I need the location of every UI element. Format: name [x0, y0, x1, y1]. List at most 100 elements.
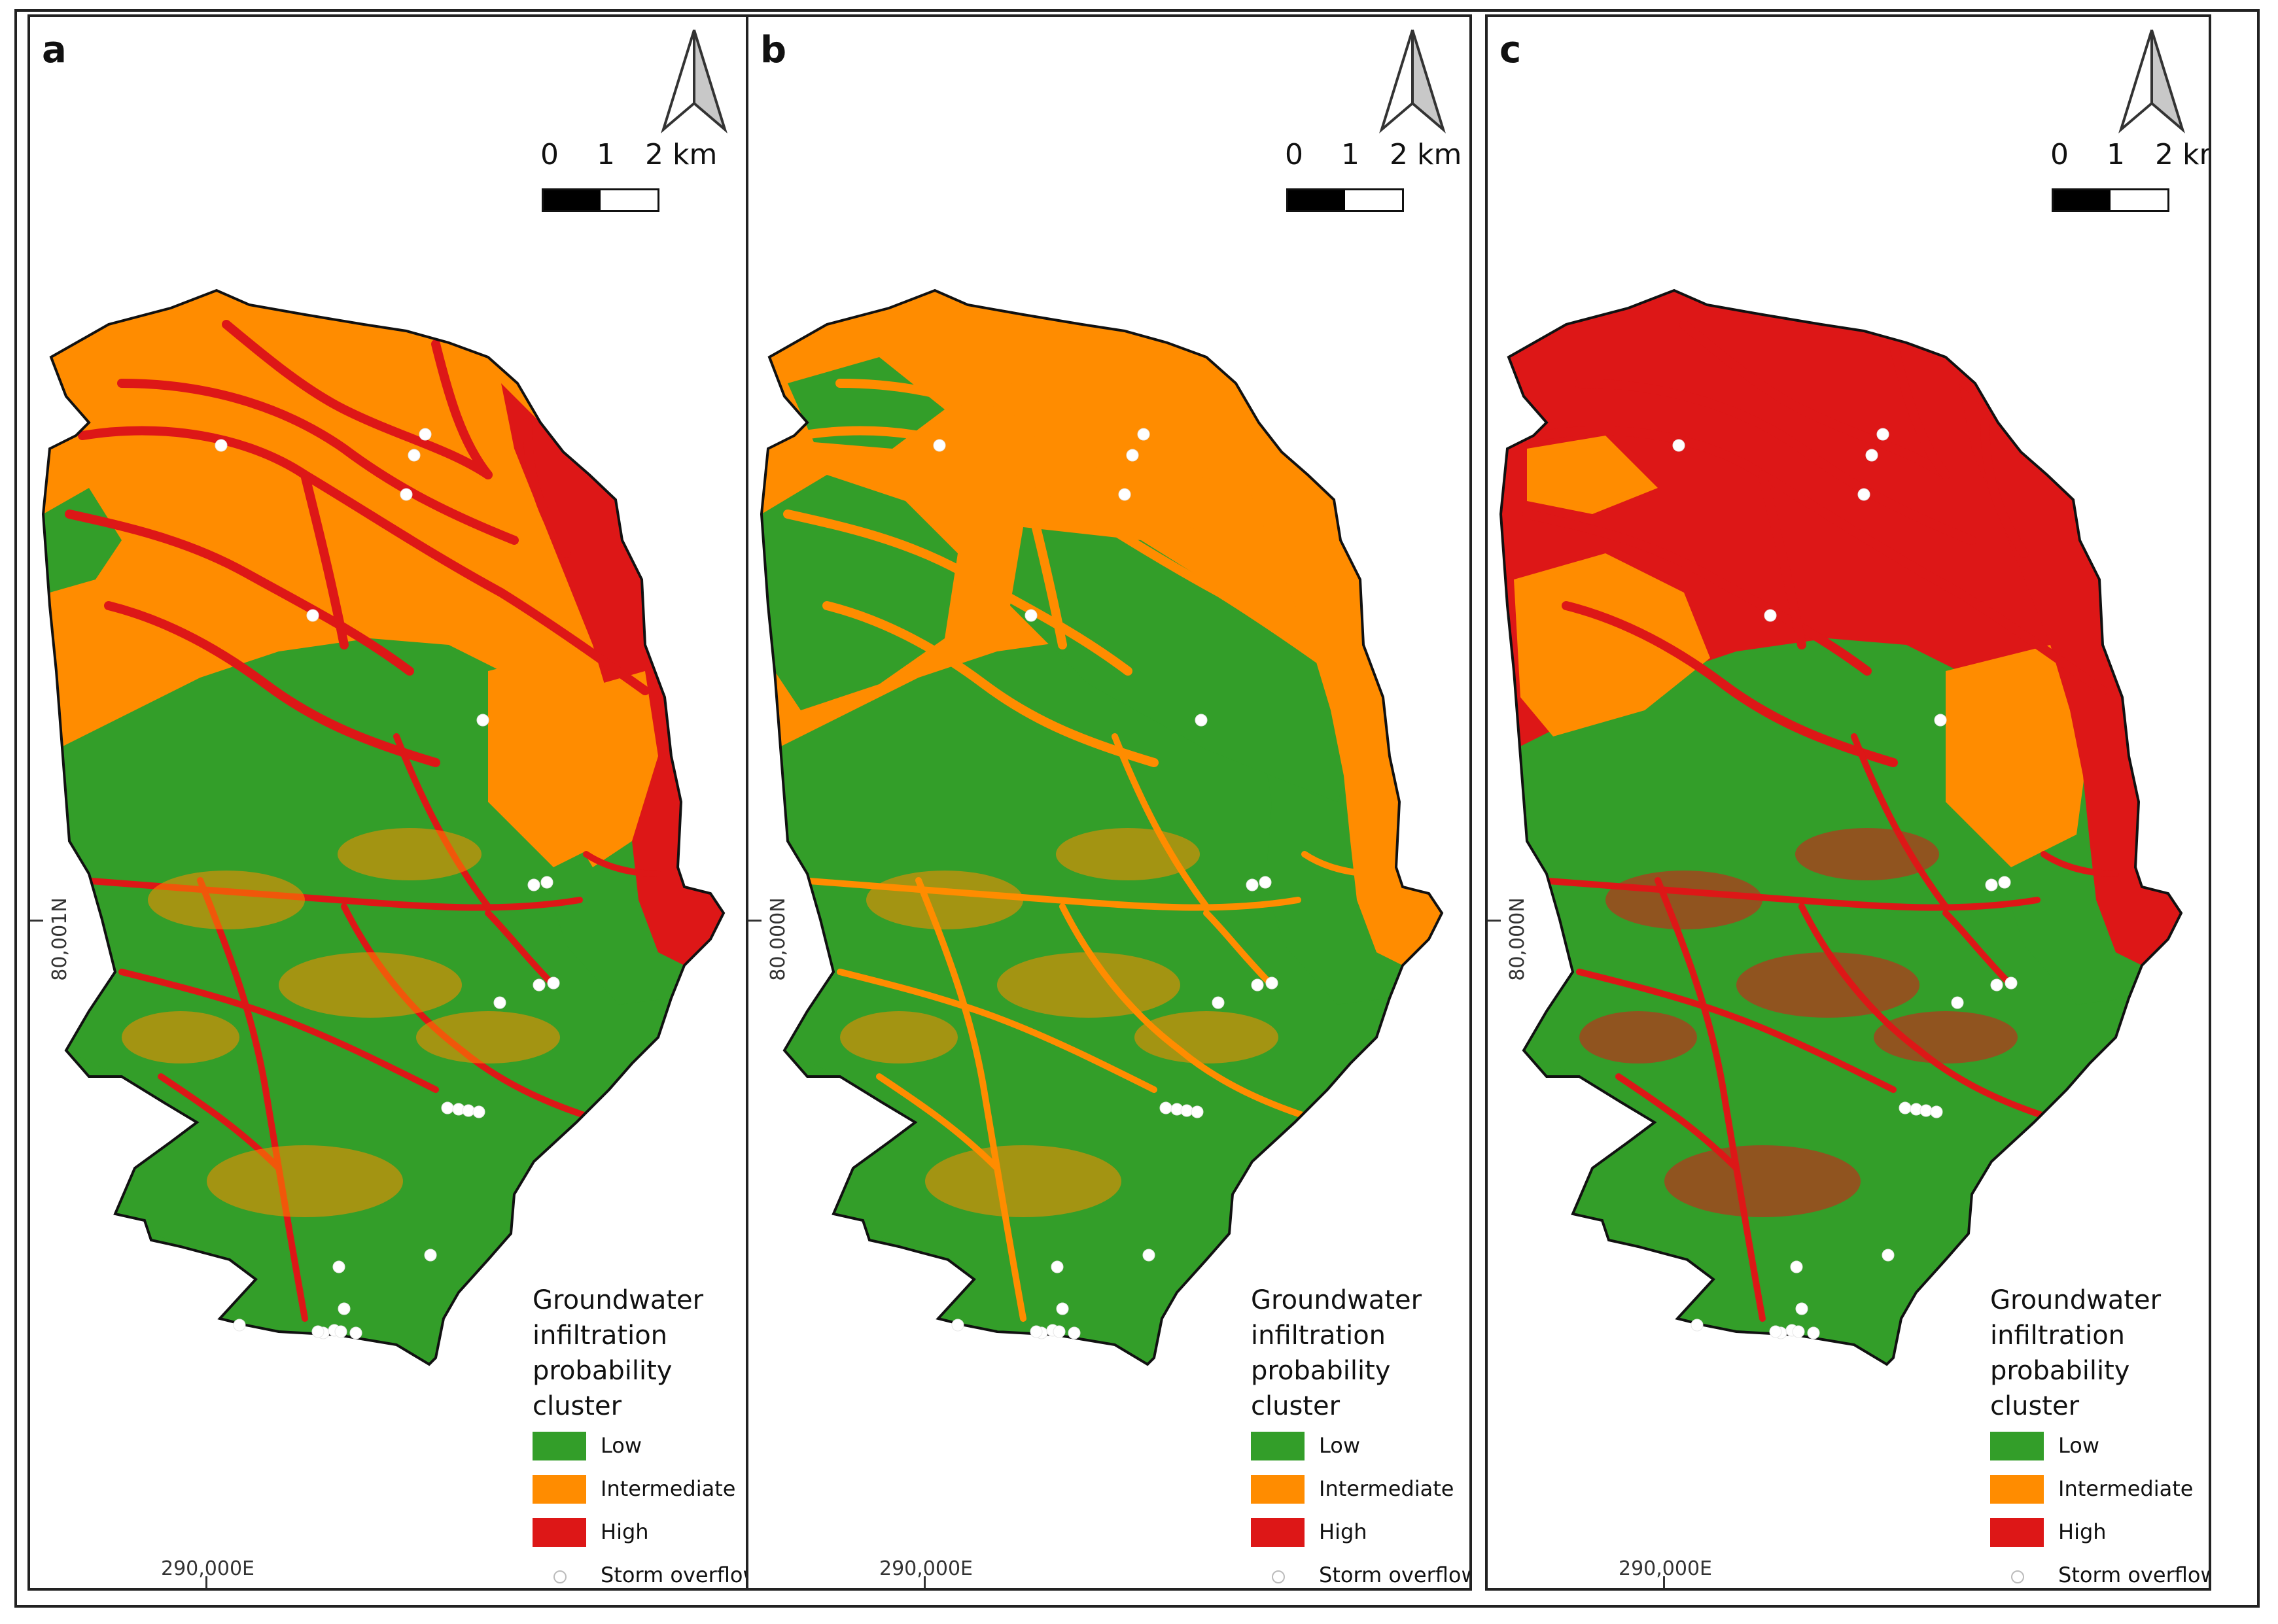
map-fill-group	[43, 290, 724, 1364]
storm-overflow-icon	[1272, 1570, 1285, 1583]
stream-channel	[393, 733, 491, 910]
infiltration-patch	[1579, 1011, 1697, 1063]
stream-channel	[1522, 510, 1872, 676]
legend-label-overflow: Storm overflow	[1319, 1563, 1472, 1587]
stream-channel	[1889, 339, 1950, 479]
storm-overflow-point	[1142, 1249, 1155, 1262]
legend-title: Groundwater infiltration probability clu…	[1251, 1285, 1422, 1421]
storm-overflow-point	[1951, 996, 1964, 1009]
grid-tick-east	[924, 1576, 926, 1588]
storm-overflow-point	[951, 1319, 964, 1332]
scale-bar-black	[2054, 190, 2111, 210]
scale-bar-white	[1345, 190, 1402, 210]
storm-overflow-point	[1790, 1260, 1803, 1273]
storm-overflow-point	[1025, 609, 1038, 622]
infiltration-patch	[1605, 871, 1762, 929]
stream-channel	[1576, 969, 1897, 1093]
scale-label-2: 2 km	[645, 138, 718, 171]
storm-overflow-point	[1930, 1105, 1943, 1118]
storm-overflow-point	[1691, 1319, 1704, 1332]
storm-overflow-point	[472, 1105, 485, 1118]
legend-label-overflow: Storm overflow	[601, 1563, 754, 1587]
scale-label-2: 2 km	[2155, 138, 2209, 171]
stream-channel	[485, 910, 557, 988]
stream-channel	[65, 510, 414, 676]
grid-tick-north	[748, 920, 762, 922]
infiltration-patch	[416, 1011, 560, 1063]
grid-tick-east	[1663, 1576, 1665, 1588]
infiltration-patch	[840, 1011, 958, 1063]
stream-channel	[835, 379, 1237, 545]
stream-channel	[1980, 418, 2029, 558]
coordinate-east-label: 290,000E	[879, 1557, 973, 1580]
storm-overflow-point	[527, 878, 540, 891]
legend-label-overflow: Storm overflow	[2058, 1563, 2211, 1587]
panel-letter: b	[760, 29, 787, 71]
stream-channel	[1301, 851, 1380, 877]
storm-overflow-point	[1934, 714, 1947, 727]
stream-channel	[915, 877, 1026, 1322]
scale-label-1: 1	[1341, 138, 1359, 171]
legend-swatch-low	[1251, 1432, 1305, 1460]
scale-label-1: 1	[597, 138, 615, 171]
stream-channel	[523, 418, 571, 558]
storm-overflow-point	[306, 609, 319, 622]
grid-tick-north	[30, 920, 43, 922]
storm-overflow-point	[1672, 439, 1685, 452]
scale-label-0: 0	[1285, 138, 1303, 171]
scale-label-2: 2 km	[1390, 138, 1462, 171]
storm-overflow-point	[1764, 609, 1777, 622]
map-panel-c: c 0 1 2 km 80,000N 290,000E Groundwater …	[1485, 14, 2211, 1591]
stream-channel	[783, 510, 1132, 676]
stream-channel	[2041, 851, 2119, 877]
infiltration-patch	[122, 1011, 239, 1063]
legend-item-high: High	[533, 1512, 748, 1553]
stream-channel	[1562, 601, 1898, 767]
storm-overflow-point	[441, 1101, 454, 1114]
low-patch	[762, 475, 958, 710]
legend-item-low: Low	[1251, 1425, 1467, 1467]
infiltration-patch	[207, 1145, 403, 1217]
intermediate-patch	[553, 671, 658, 867]
stream-channel	[822, 601, 1159, 767]
infiltration-patch	[1056, 828, 1200, 880]
infiltration-patch	[1795, 828, 1939, 880]
legend-swatch-intermediate	[1251, 1475, 1305, 1504]
intermediate-patch	[1527, 436, 1658, 514]
storm-overflow-point	[338, 1302, 351, 1315]
stream-channel	[78, 426, 650, 695]
storm-overflow-point	[1056, 1302, 1069, 1315]
legend-swatch-intermediate	[533, 1475, 586, 1504]
storm-overflow-point	[233, 1319, 246, 1332]
north-arrow-icon	[1379, 29, 1446, 133]
stream-channel	[1112, 733, 1210, 910]
storm-overflow-point	[1899, 1101, 1912, 1114]
storm-overflow-point	[476, 714, 489, 727]
storm-overflow-point	[424, 1249, 437, 1262]
scale-bar	[2052, 188, 2169, 212]
storm-overflow-point	[1159, 1101, 1172, 1114]
storm-overflow-point	[1246, 878, 1259, 891]
coordinate-north-label: 80,000N	[767, 897, 790, 981]
scale-bar-white	[601, 190, 657, 210]
storm-overflow-point	[1118, 488, 1131, 501]
legend-label-high: High	[601, 1519, 649, 1544]
legend-swatch-high	[1251, 1518, 1305, 1547]
stream-channel	[431, 339, 493, 479]
infiltration-patch	[1134, 1011, 1278, 1063]
legend-label-low: Low	[601, 1433, 642, 1458]
storm-overflow-point	[1259, 876, 1272, 889]
storm-overflow-point	[1857, 488, 1870, 501]
stream-channel	[104, 601, 440, 767]
stream-channel	[300, 470, 349, 649]
panel-letter: c	[1499, 29, 1522, 71]
map-fill-group	[762, 290, 1442, 1364]
legend-item-low: Low	[1990, 1425, 2206, 1467]
legend-label-intermediate: Intermediate	[1319, 1476, 1454, 1501]
infiltration-patch	[1664, 1145, 1861, 1217]
storm-overflow-point	[2005, 976, 2018, 990]
storm-overflow-point	[1882, 1249, 1895, 1262]
storm-overflow-point	[1990, 978, 2003, 992]
storm-overflow-point	[332, 1260, 345, 1273]
legend: Groundwater infiltration probability clu…	[533, 1283, 751, 1588]
